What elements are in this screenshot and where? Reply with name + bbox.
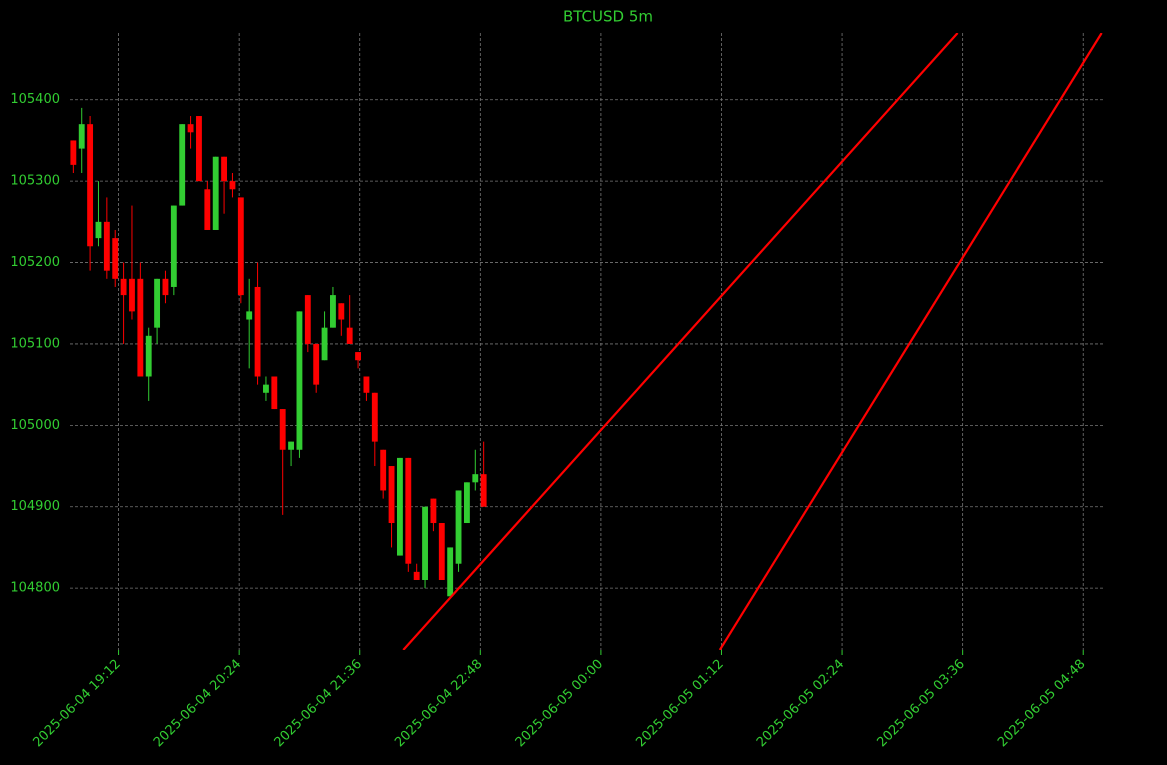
x-tick-label: 2025-06-05 00:00 <box>513 657 606 750</box>
y-tick-label: 104900 <box>10 499 60 514</box>
candle-body <box>447 547 454 597</box>
candle-body <box>288 441 294 450</box>
x-tick-label: 2025-06-04 20:24 <box>151 657 244 750</box>
candle-body <box>187 124 194 133</box>
candle-body <box>170 205 177 287</box>
candle-body <box>330 295 336 328</box>
candle-body <box>363 376 370 393</box>
x-tick-label: 2025-06-05 02:24 <box>754 657 847 750</box>
candle-body <box>371 392 378 442</box>
candle-body <box>103 221 110 271</box>
candle-body <box>430 498 437 524</box>
candle-body <box>162 278 169 296</box>
y-tick-label: 105200 <box>10 255 60 270</box>
candle-body <box>380 449 387 491</box>
x-tick-label: 2025-06-05 03:36 <box>875 657 968 750</box>
candle-body <box>254 286 261 377</box>
x-tick-label: 2025-06-05 04:48 <box>995 657 1088 750</box>
candle-body <box>405 457 412 564</box>
candle-body <box>355 352 361 361</box>
candle-body <box>246 311 253 320</box>
candle-body <box>438 523 445 580</box>
candle-body <box>338 303 345 320</box>
x-tick-label: 2025-06-04 22:48 <box>392 657 485 750</box>
candle-body <box>455 490 462 564</box>
y-tick-label: 105100 <box>10 336 60 351</box>
candle-body <box>321 327 328 361</box>
candle-body <box>346 327 353 344</box>
candle-body <box>396 457 403 556</box>
candle-body <box>472 474 479 483</box>
candle-body <box>78 124 85 149</box>
candle-body <box>120 278 127 296</box>
y-tick-label: 104800 <box>10 581 60 596</box>
candle-body <box>296 311 303 450</box>
y-tick-label: 105400 <box>10 92 60 107</box>
trend-line <box>402 33 959 650</box>
x-tick-label: 2025-06-05 01:12 <box>633 657 726 750</box>
candle-body <box>95 221 102 239</box>
candle-body <box>212 156 219 230</box>
candle-body <box>480 474 487 507</box>
candle-body <box>463 482 470 524</box>
plot-area <box>70 33 1103 650</box>
candle-body <box>204 189 211 230</box>
candle-body <box>229 181 236 190</box>
candle-body <box>129 278 135 312</box>
candle-body <box>87 124 94 247</box>
candle-body <box>112 238 119 279</box>
trend-line <box>718 33 1103 650</box>
candle-body <box>271 376 278 410</box>
candle-body <box>313 343 320 385</box>
candle-body <box>422 506 428 580</box>
candle-body <box>137 278 144 377</box>
x-tick-label: 2025-06-04 19:12 <box>30 657 123 750</box>
candle-body <box>304 295 311 344</box>
candle-body <box>413 571 420 580</box>
candle-body <box>145 335 152 377</box>
candle-body <box>196 116 202 182</box>
candle-body <box>70 140 77 165</box>
y-tick-label: 105300 <box>10 174 60 189</box>
candle-body <box>237 197 244 296</box>
chart-title: BTCUSD 5m <box>563 8 653 26</box>
candle-body <box>279 409 286 450</box>
x-tick-label: 2025-06-04 21:36 <box>272 657 365 750</box>
candle-body <box>221 156 228 182</box>
candle-body <box>179 124 186 206</box>
candle-body <box>263 384 269 393</box>
candle-body <box>388 466 395 524</box>
y-tick-label: 105000 <box>10 418 60 433</box>
candle-body <box>154 278 161 328</box>
